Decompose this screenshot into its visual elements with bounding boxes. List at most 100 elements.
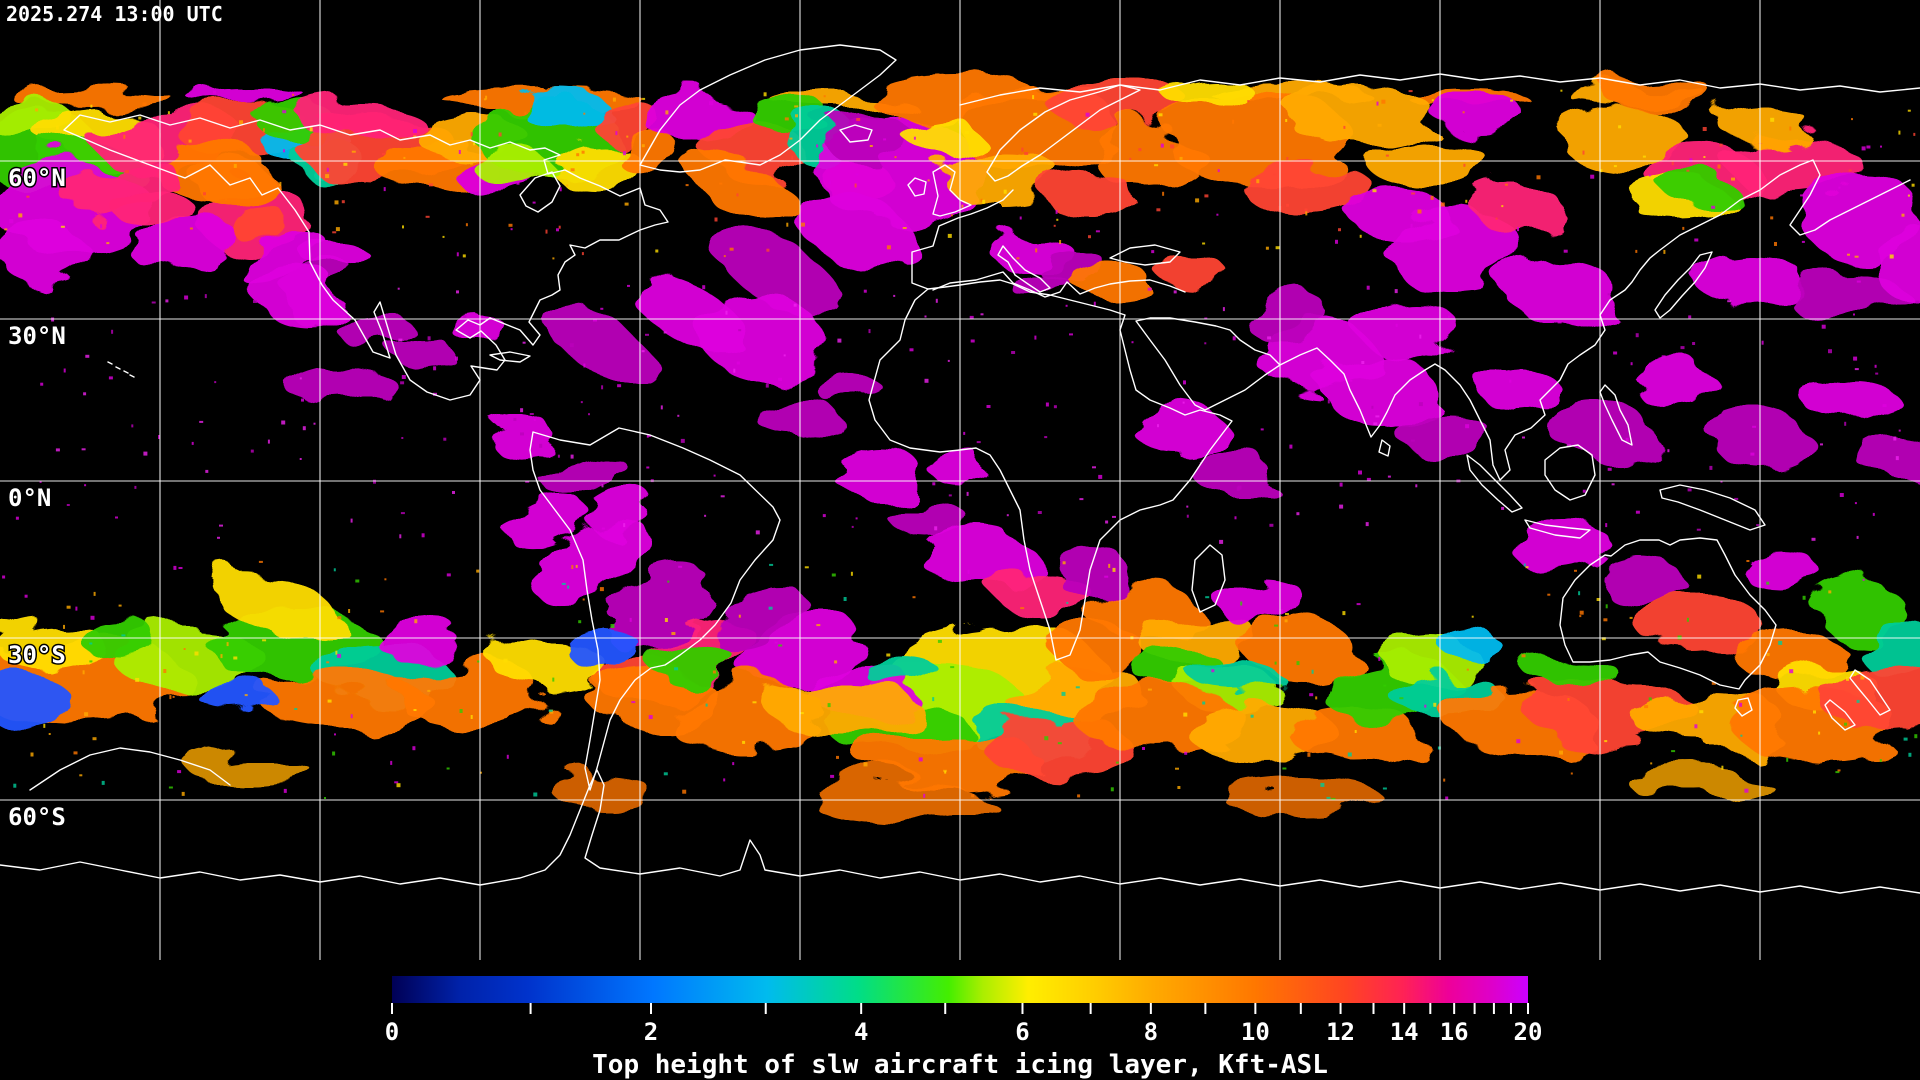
speckle-pixel — [804, 566, 809, 569]
speckle-pixel — [522, 341, 526, 344]
speckle-pixel — [1603, 618, 1608, 622]
speckle-pixel — [947, 233, 952, 238]
speckle-pixel — [465, 223, 468, 227]
speckle-pixel — [250, 449, 254, 453]
speckle-pixel — [283, 149, 285, 153]
speckle-pixel — [1908, 752, 1912, 757]
speckle-pixel — [1247, 100, 1250, 103]
icing-blob — [390, 335, 450, 365]
speckle-pixel — [1903, 737, 1908, 741]
speckle-pixel — [402, 225, 404, 229]
speckle-pixel — [1661, 355, 1666, 359]
speckle-pixel — [1778, 640, 1783, 645]
icing-blob — [332, 307, 408, 343]
speckle-pixel — [525, 480, 530, 483]
speckle-pixel — [337, 616, 342, 620]
speckle-pixel — [1267, 336, 1272, 340]
speckle-pixel — [35, 108, 39, 112]
speckle-pixel — [768, 606, 773, 610]
icing-blob — [716, 232, 844, 318]
speckle-pixel — [382, 153, 385, 155]
speckle-pixel — [937, 639, 942, 643]
speckle-pixel — [1348, 379, 1353, 382]
speckle-pixel — [1579, 610, 1584, 615]
coastline-italy — [997, 245, 1051, 293]
speckle-pixel — [350, 518, 353, 523]
speckle-pixel — [682, 789, 687, 794]
speckle-pixel — [194, 651, 199, 656]
speckle-pixel — [442, 235, 445, 238]
speckle-pixel — [470, 715, 473, 719]
speckle-pixel — [73, 751, 78, 755]
speckle-pixel — [923, 793, 926, 798]
speckle-pixel — [1750, 452, 1755, 456]
speckle-pixel — [1686, 617, 1689, 622]
speckle-pixel — [1387, 475, 1391, 478]
icing-blob — [1505, 260, 1615, 320]
speckle-pixel — [1269, 523, 1274, 527]
speckle-pixel — [615, 131, 618, 136]
speckle-pixel — [335, 650, 338, 655]
icing-blob — [225, 200, 285, 240]
speckle-pixel — [84, 484, 87, 487]
speckle-pixel — [1907, 109, 1911, 112]
speckle-pixel — [868, 329, 871, 334]
speckle-pixel — [1802, 595, 1806, 600]
latitude-label: 0°N — [8, 484, 51, 512]
speckle-pixel — [1629, 616, 1633, 619]
speckle-pixel — [1079, 498, 1084, 501]
speckle-pixel — [390, 760, 393, 765]
speckle-pixel — [470, 132, 473, 137]
speckle-pixel — [18, 213, 23, 218]
speckle-pixel — [667, 580, 670, 583]
speckle-pixel — [646, 434, 649, 438]
speckle-pixel — [333, 568, 336, 572]
icing-blob — [794, 184, 916, 276]
speckle-pixel — [477, 660, 481, 663]
speckle-pixel — [414, 619, 418, 624]
speckle-pixel — [89, 660, 93, 663]
colorbar-title: Top height of slw aircraft icing layer, … — [592, 1050, 1328, 1080]
speckle-pixel — [167, 111, 170, 115]
speckle-pixel — [1410, 439, 1415, 442]
speckle-pixel — [836, 755, 839, 759]
speckle-pixel — [913, 136, 916, 140]
speckle-pixel — [1731, 177, 1735, 181]
speckle-pixel — [191, 441, 194, 445]
speckle-pixel — [583, 112, 586, 115]
speckle-pixel — [1115, 761, 1119, 764]
speckle-pixel — [714, 217, 718, 222]
speckle-pixel — [576, 153, 580, 157]
speckle-pixel — [309, 127, 313, 132]
icing-blob — [1360, 300, 1460, 360]
speckle-pixel — [1893, 436, 1897, 441]
speckle-pixel — [902, 227, 907, 229]
speckle-pixel — [1471, 615, 1474, 618]
speckle-pixel — [1579, 615, 1582, 618]
speckle-pixel — [1770, 216, 1774, 220]
speckle-pixel — [1635, 249, 1638, 253]
icing-blob — [541, 446, 619, 494]
speckle-pixel — [1267, 373, 1270, 376]
speckle-pixel — [239, 141, 243, 144]
speckle-pixel — [1523, 563, 1526, 567]
speckle-pixel — [1222, 307, 1225, 312]
speckle-pixel — [1578, 591, 1581, 596]
speckle-pixel — [1854, 368, 1859, 371]
speckle-pixel — [1447, 315, 1450, 318]
speckle-pixel — [1667, 449, 1670, 453]
speckle-pixel — [294, 708, 298, 710]
speckle-pixel — [1739, 702, 1743, 707]
speckle-pixel — [400, 381, 405, 385]
speckle-pixel — [566, 184, 569, 187]
icing-blob — [1820, 668, 1920, 732]
speckle-pixel — [1260, 428, 1264, 431]
icing-blob — [202, 684, 278, 716]
speckle-pixel — [13, 172, 16, 175]
speckle-pixel — [351, 150, 356, 153]
speckle-pixel — [583, 363, 586, 368]
speckle-pixel — [400, 512, 405, 515]
speckle-pixel — [398, 338, 403, 342]
icing-blob — [692, 160, 798, 220]
